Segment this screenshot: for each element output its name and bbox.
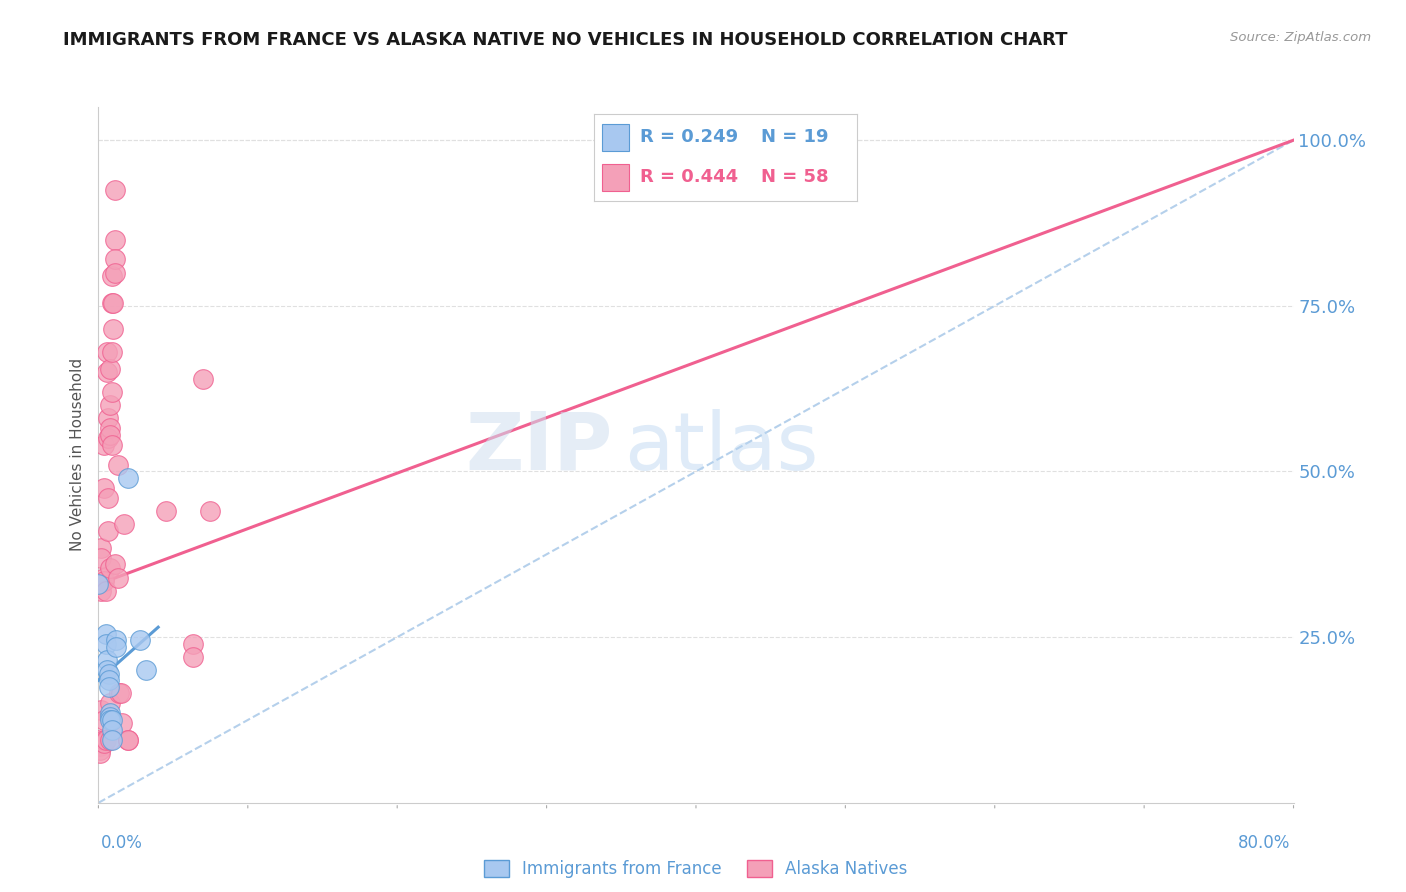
Point bbox=[98, 361, 121, 376]
Text: 80.0%: 80.0% bbox=[1239, 834, 1291, 852]
Y-axis label: No Vehicles in Household: No Vehicles in Household bbox=[70, 359, 86, 551]
Point bbox=[101, 732, 124, 747]
Point bbox=[97, 680, 120, 694]
Point bbox=[101, 384, 124, 399]
Point bbox=[98, 421, 121, 435]
Point bbox=[181, 637, 204, 651]
Point bbox=[97, 491, 120, 505]
Point bbox=[97, 524, 120, 538]
Text: Source: ZipAtlas.com: Source: ZipAtlas.com bbox=[1230, 31, 1371, 45]
Point bbox=[200, 504, 222, 518]
Point bbox=[87, 577, 110, 591]
Point bbox=[97, 673, 120, 688]
Point bbox=[89, 743, 111, 757]
Point bbox=[112, 517, 135, 532]
Point bbox=[90, 550, 112, 565]
Point bbox=[94, 732, 117, 747]
Point bbox=[155, 504, 177, 518]
Legend: Immigrants from France, Alaska Natives: Immigrants from France, Alaska Natives bbox=[478, 854, 914, 885]
Point bbox=[93, 481, 115, 495]
Point bbox=[93, 713, 115, 727]
Point bbox=[97, 431, 120, 445]
Point bbox=[107, 570, 129, 584]
Point bbox=[93, 438, 115, 452]
Point bbox=[98, 697, 121, 711]
Text: 0.0%: 0.0% bbox=[101, 834, 143, 852]
Point bbox=[129, 633, 152, 648]
Point bbox=[94, 583, 117, 598]
Point bbox=[117, 732, 139, 747]
Point bbox=[135, 663, 157, 677]
Point bbox=[100, 713, 122, 727]
Point bbox=[93, 732, 115, 747]
Point bbox=[98, 560, 121, 574]
Text: atlas: atlas bbox=[624, 409, 818, 487]
Point bbox=[104, 558, 127, 572]
Point bbox=[104, 252, 127, 267]
Point bbox=[97, 666, 120, 681]
Point bbox=[101, 345, 124, 359]
Point bbox=[90, 541, 112, 555]
Point bbox=[104, 266, 127, 280]
Point bbox=[108, 686, 131, 700]
Point bbox=[87, 732, 110, 747]
Point bbox=[103, 295, 125, 310]
Point bbox=[101, 438, 124, 452]
Point bbox=[101, 723, 124, 737]
Point bbox=[101, 295, 124, 310]
Point bbox=[96, 663, 118, 677]
Point bbox=[103, 322, 125, 336]
Text: ZIP: ZIP bbox=[465, 409, 613, 487]
Point bbox=[96, 653, 118, 667]
Point bbox=[117, 732, 139, 747]
Point bbox=[96, 345, 118, 359]
Point bbox=[94, 637, 117, 651]
Point bbox=[93, 574, 115, 588]
Point bbox=[104, 233, 127, 247]
Point bbox=[90, 703, 112, 717]
Point bbox=[97, 411, 120, 425]
Point bbox=[100, 706, 122, 721]
Point bbox=[110, 686, 132, 700]
Point bbox=[98, 732, 121, 747]
Point bbox=[89, 739, 111, 754]
Point bbox=[104, 183, 127, 197]
Point bbox=[98, 398, 121, 412]
Point bbox=[94, 627, 117, 641]
Point bbox=[93, 736, 115, 750]
Point bbox=[181, 650, 204, 665]
Point bbox=[105, 633, 128, 648]
Point bbox=[105, 640, 128, 654]
Point bbox=[96, 365, 118, 379]
Point bbox=[101, 268, 124, 283]
Point bbox=[89, 746, 111, 760]
Point bbox=[100, 709, 122, 723]
Point bbox=[89, 736, 111, 750]
Point bbox=[107, 458, 129, 472]
Point bbox=[98, 428, 121, 442]
Point bbox=[191, 372, 214, 386]
Point bbox=[90, 583, 112, 598]
Point bbox=[111, 716, 134, 731]
Point bbox=[93, 570, 115, 584]
Point bbox=[101, 713, 124, 727]
Point bbox=[117, 471, 139, 485]
Text: IMMIGRANTS FROM FRANCE VS ALASKA NATIVE NO VEHICLES IN HOUSEHOLD CORRELATION CHA: IMMIGRANTS FROM FRANCE VS ALASKA NATIVE … bbox=[63, 31, 1067, 49]
